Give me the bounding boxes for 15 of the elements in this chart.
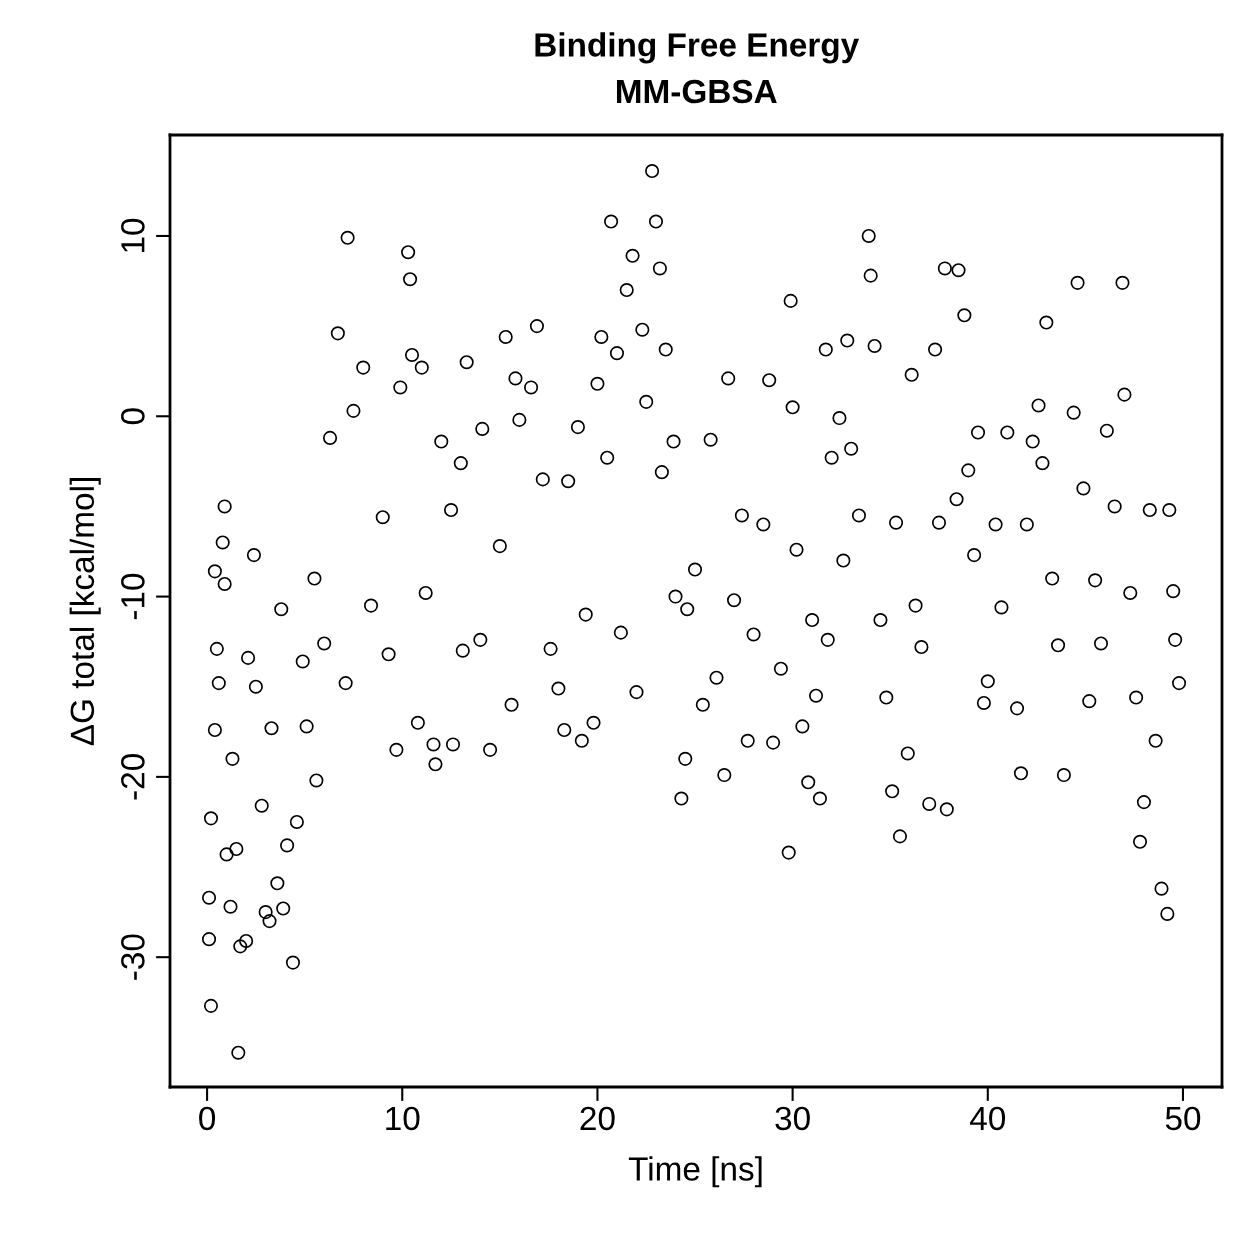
x-tick-label: 0 — [199, 1106, 216, 1131]
y-tick-label: -10 — [121, 573, 145, 620]
x-tick-label: 30 — [775, 1106, 810, 1131]
y-tick-label: -20 — [121, 754, 145, 800]
x-axis-title: Time [ns] — [628, 1156, 762, 1188]
x-tick-label: 10 — [386, 1106, 420, 1131]
chart-subtitle: MM-GBSA — [616, 79, 777, 104]
y-tick-label: 10 — [121, 218, 145, 252]
y-tick-label: -30 — [121, 934, 145, 980]
chart-title: Binding Free Energy — [535, 32, 860, 64]
x-tick-label: 50 — [1165, 1106, 1201, 1131]
x-tick-label: 20 — [580, 1106, 615, 1131]
y-tick-label: 0 — [121, 408, 145, 425]
y-axis-title: ΔG total [kcal/mol] — [69, 478, 101, 746]
x-tick-label: 40 — [970, 1106, 1006, 1131]
